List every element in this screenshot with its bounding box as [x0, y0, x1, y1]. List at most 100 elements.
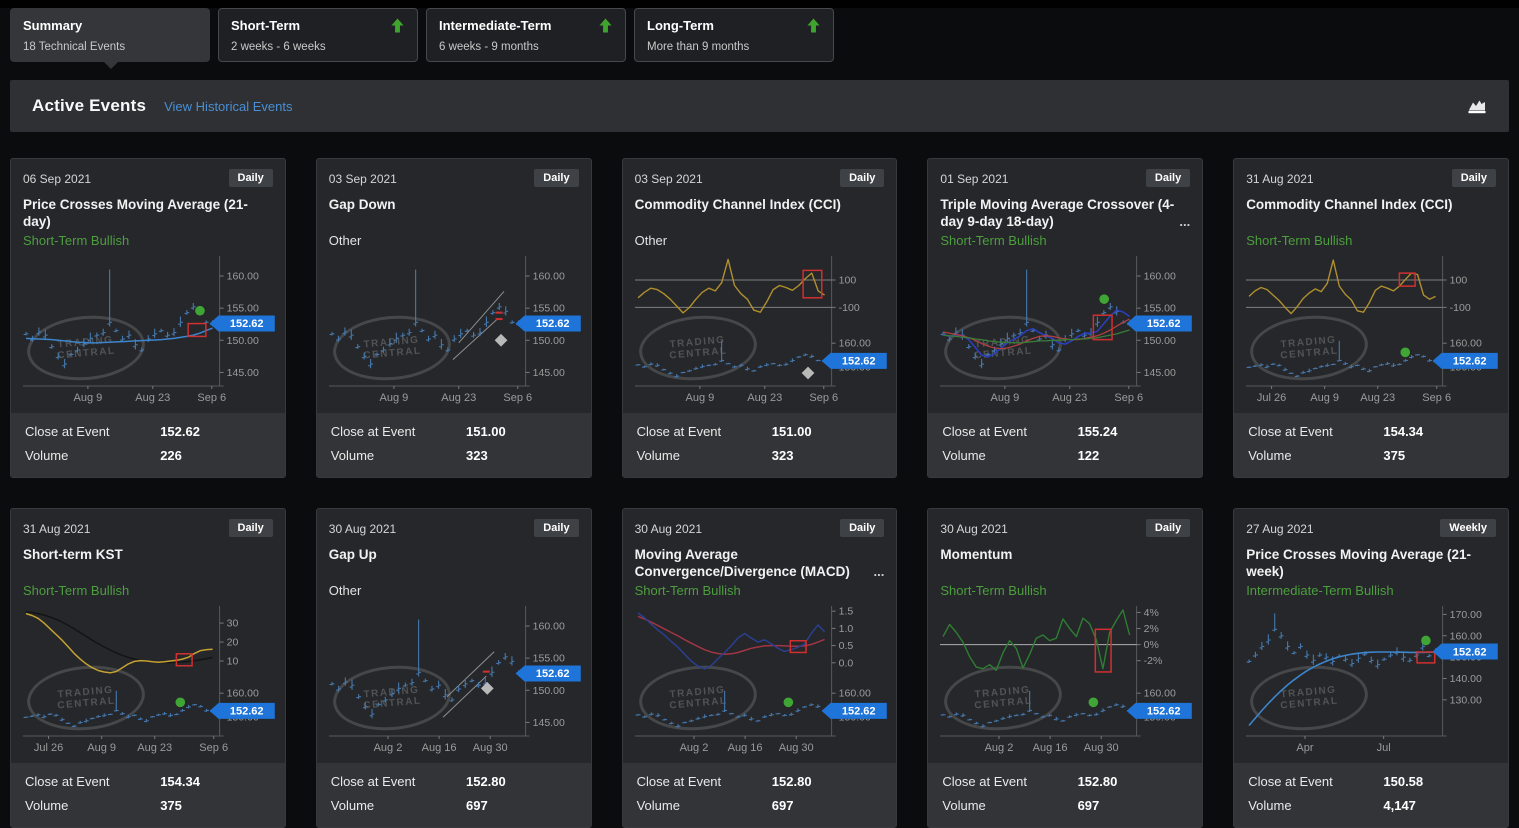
card-footer: Close at Event 154.34 Volume 375 — [1234, 413, 1508, 477]
event-title-text: Price Crosses Moving Average (21-day) — [23, 197, 248, 229]
view-historical-events-link[interactable]: View Historical Events — [164, 98, 293, 114]
svg-text:Aug 23: Aug 23 — [137, 742, 172, 754]
svg-text:Aug 2: Aug 2 — [373, 742, 402, 754]
event-title: Commodity Channel Index (CCI) ... — [1246, 196, 1496, 230]
svg-text:10: 10 — [227, 656, 239, 668]
tab-short-term[interactable]: Short-Term 2 weeks - 6 weeks — [218, 8, 418, 62]
event-card[interactable]: 30 Aug 2021 Daily Moving Average Converg… — [621, 508, 898, 828]
close-at-event-value: 152.80 — [465, 774, 506, 789]
event-card[interactable]: 03 Sep 2021 Daily Gap Down ... Other TRA… — [315, 158, 592, 478]
event-card[interactable]: 03 Sep 2021 Daily Commodity Channel Inde… — [621, 158, 898, 478]
svg-text:160.00: 160.00 — [838, 338, 870, 350]
event-card[interactable]: 31 Aug 2021 Daily Short-term KST ... Sho… — [10, 508, 286, 828]
svg-text:2%: 2% — [1144, 623, 1159, 635]
volume-value: 697 — [771, 798, 794, 813]
svg-text:Aug 16: Aug 16 — [421, 742, 456, 754]
trend-up-arrow-icon — [806, 18, 821, 33]
periodicity-badge: Daily — [1145, 169, 1191, 187]
periodicity-badge: Daily — [1451, 169, 1496, 187]
svg-text:30: 30 — [227, 618, 239, 630]
svg-text:152.62: 152.62 — [536, 318, 570, 330]
card-footer: Close at Event 152.80 Volume 697 — [316, 763, 591, 827]
periodicity-badge: Daily — [534, 169, 579, 187]
tab-title: Long-Term — [647, 18, 714, 33]
svg-text:100: 100 — [1450, 274, 1468, 286]
tab-subtitle: 2 weeks - 6 weeks — [231, 41, 326, 53]
close-at-event-value: 154.34 — [160, 774, 200, 789]
title-overflow-ellipsis[interactable]: ... — [873, 564, 885, 579]
svg-text:150.00: 150.00 — [1144, 335, 1176, 347]
event-date: 03 Sep 2021 — [634, 172, 703, 186]
svg-text:Sep 6: Sep 6 — [197, 392, 226, 404]
event-title-text: Gap Up — [328, 547, 377, 562]
event-classification: Short-Term Bullish — [1246, 233, 1353, 248]
svg-text:160.00: 160.00 — [1450, 338, 1482, 350]
volume-value: 375 — [1383, 448, 1406, 463]
svg-text:155.00: 155.00 — [532, 303, 564, 315]
event-title-text: Commodity Channel Index (CCI) — [1246, 197, 1453, 212]
event-date: 27 Aug 2021 — [1246, 522, 1314, 536]
event-classification: Short-Term Bullish — [634, 583, 741, 598]
periodicity-badge: Daily — [1145, 519, 1191, 537]
svg-text:150.00: 150.00 — [532, 335, 564, 347]
event-title: Short-term KST ... — [23, 546, 273, 580]
svg-text:Sep 6: Sep 6 — [809, 392, 838, 404]
event-classification: Short-Term Bullish — [23, 583, 130, 598]
event-classification: Short-Term Bullish — [940, 233, 1047, 248]
svg-text:160.00: 160.00 — [227, 271, 259, 283]
svg-text:Jul: Jul — [1377, 742, 1391, 754]
svg-text:Aug 30: Aug 30 — [778, 742, 813, 754]
event-classification: Short-Term Bullish — [940, 583, 1047, 598]
svg-text:0.0: 0.0 — [838, 657, 853, 669]
event-card[interactable]: 27 Aug 2021 Weekly Price Crosses Moving … — [1233, 508, 1509, 828]
event-title: Price Crosses Moving Average (21-week) .… — [1246, 546, 1496, 580]
close-at-event-label: Close at Event — [636, 774, 722, 789]
event-title: Price Crosses Moving Average (21-day) ..… — [23, 196, 273, 230]
event-classification: Short-Term Bullish — [23, 233, 130, 248]
close-at-event-value: 152.80 — [771, 774, 812, 789]
svg-text:0.5: 0.5 — [838, 640, 853, 652]
svg-text:160.00: 160.00 — [1144, 271, 1176, 283]
event-card[interactable]: 30 Aug 2021 Daily Momentum ... Short-Ter… — [927, 508, 1204, 828]
event-title-text: Gap Down — [328, 197, 396, 212]
svg-text:145.00: 145.00 — [532, 717, 564, 729]
event-card[interactable]: 01 Sep 2021 Daily Triple Moving Average … — [927, 158, 1204, 478]
close-at-event-label: Close at Event — [942, 424, 1027, 439]
volume-label: Volume — [942, 798, 986, 813]
event-mini-chart: TRADING CENTRAL 160.00155.00150.00145.00… — [328, 606, 583, 758]
event-title: Commodity Channel Index (CCI) ... — [635, 196, 885, 230]
event-classification: Other — [328, 233, 362, 248]
event-card[interactable]: 30 Aug 2021 Daily Gap Up ... Other TRADI… — [315, 508, 592, 828]
close-at-event-value: 154.34 — [1383, 424, 1424, 439]
close-at-event-label: Close at Event — [636, 424, 722, 439]
event-title: Gap Up ... — [329, 546, 579, 580]
volume-label: Volume — [25, 798, 69, 813]
area-chart-icon[interactable] — [1467, 98, 1487, 115]
tab-long-term[interactable]: Long-Term More than 9 months — [634, 8, 834, 62]
event-date: 30 Aug 2021 — [940, 522, 1008, 536]
card-footer: Close at Event 155.24 Volume 122 — [928, 413, 1203, 477]
event-mini-chart: TRADING CENTRAL 170.00160.00150.00140.00… — [1246, 606, 1500, 758]
volume-value: 697 — [1077, 798, 1100, 813]
close-at-event-label: Close at Event — [25, 774, 110, 789]
event-card[interactable]: 06 Sep 2021 Daily Price Crosses Moving A… — [10, 158, 286, 478]
event-card[interactable]: 31 Aug 2021 Daily Commodity Channel Inde… — [1233, 158, 1509, 478]
page-title: Active Events — [32, 96, 147, 115]
tab-intermediate-term[interactable]: Intermediate-Term 6 weeks - 9 months — [426, 8, 626, 62]
volume-value: 375 — [160, 798, 182, 813]
svg-text:152.62: 152.62 — [841, 706, 875, 718]
card-header: 27 Aug 2021 Weekly Price Crosses Moving … — [1234, 509, 1508, 600]
svg-text:155.00: 155.00 — [227, 303, 259, 315]
svg-text:145.00: 145.00 — [532, 367, 564, 379]
tab-summary[interactable]: Summary 18 Technical Events — [10, 8, 210, 69]
svg-text:152.62: 152.62 — [230, 318, 264, 330]
event-mini-chart: TRADING CENTRAL 4%2%0%-2%160.00150.00Aug… — [940, 606, 1194, 758]
title-overflow-ellipsis[interactable]: ... — [1179, 214, 1191, 229]
svg-text:Aug 16: Aug 16 — [727, 742, 762, 754]
event-card-grid: 06 Sep 2021 Daily Price Crosses Moving A… — [0, 158, 1519, 828]
close-at-event-label: Close at Event — [330, 424, 416, 439]
periodicity-badge: Daily — [228, 519, 273, 537]
svg-text:-100: -100 — [838, 302, 859, 314]
